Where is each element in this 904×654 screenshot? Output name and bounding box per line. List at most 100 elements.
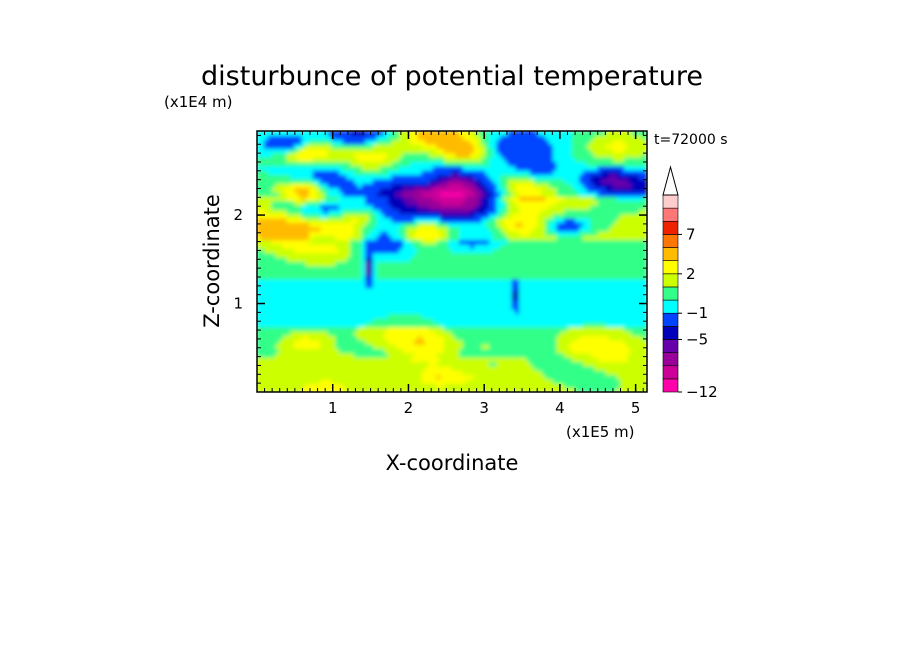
field-cell [316,147,322,154]
field-cell [282,143,288,149]
field-cell [500,191,505,197]
field-cell [455,178,460,184]
field-cell [282,269,288,276]
field-cell [260,131,265,136]
field-cell [417,226,423,232]
field-cell [391,182,397,189]
field-cell [466,200,472,206]
field-cell [275,295,280,302]
field-cell [504,348,509,354]
field-cell [474,313,479,319]
field-cell [519,352,524,358]
field-cell [564,300,569,306]
field-cell [474,221,479,228]
field-cell [380,274,385,280]
field-cell [350,287,355,293]
field-cell [380,143,385,149]
field-cell [384,334,389,341]
field-cell [515,247,520,254]
field-cell [519,239,524,245]
field-cell [455,191,460,197]
field-cell [459,247,464,254]
field-cell [526,131,532,136]
field-cell [462,326,468,332]
field-cell [301,317,307,323]
field-cell [271,352,277,358]
field-cell [447,339,453,345]
field-cell [481,261,487,267]
field-cell [402,365,408,371]
field-cell [504,269,509,276]
field-cell [372,243,378,249]
field-cell [312,230,318,236]
field-cell [496,195,502,202]
field-cell [260,269,265,276]
field-cell [316,382,322,389]
field-cell [552,131,558,136]
field-cell [474,369,479,376]
field-cell [447,278,453,284]
field-cell [279,282,284,289]
field-cell [384,147,389,154]
field-cell [320,330,325,336]
field-cell [425,265,430,271]
field-cell [444,143,449,149]
field-cell [462,165,468,171]
field-cell [474,208,479,215]
field-cell [421,243,427,249]
field-cell [290,243,295,249]
field-cell [357,374,363,380]
field-cell [395,365,400,371]
field-cell [492,343,498,349]
field-cell [564,382,569,389]
field-cell [257,343,262,349]
field-cell [477,343,483,349]
field-cell [504,287,509,293]
field-cell [549,317,554,323]
field-cell [530,313,535,319]
field-cell [504,313,509,319]
field-cell [399,291,404,297]
field-cell [564,356,569,363]
field-cell [305,269,310,276]
field-cell [339,221,344,228]
field-cell [492,378,498,384]
field-cell [511,191,517,197]
field-cell [496,265,502,271]
field-cell [260,352,265,358]
field-cell [376,226,382,232]
field-cell [354,160,359,167]
field-cell [395,147,400,154]
field-cell [331,200,337,206]
field-cell [560,326,565,332]
field-cell [481,352,487,358]
field-cell [294,195,299,202]
field-cell [530,317,535,323]
field-cell [492,234,498,241]
field-cell [564,139,569,145]
field-cell [331,304,337,310]
field-cell [391,204,397,210]
field-cell [257,356,262,363]
field-cell [421,152,427,158]
field-cell [459,134,464,141]
field-cell [500,374,505,380]
field-cell [264,343,269,349]
field-cell [376,265,382,271]
field-cell [391,326,397,332]
field-cell [312,226,318,232]
field-cell [264,139,269,145]
field-cell [331,239,337,245]
field-cell [324,382,329,389]
field-cell [504,178,509,184]
field-cell [519,278,524,284]
field-cell [297,152,303,158]
field-cell [309,261,314,267]
field-cell [417,134,423,141]
field-cell [526,387,532,392]
field-cell [432,174,438,180]
field-cell [552,343,558,349]
field-cell [324,139,329,145]
field-cell [429,304,434,310]
field-cell [342,178,348,184]
